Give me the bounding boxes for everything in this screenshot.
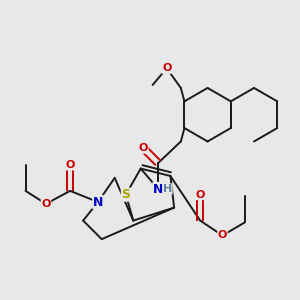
Text: O: O: [139, 143, 148, 153]
Text: N: N: [93, 196, 103, 208]
Text: O: O: [41, 199, 51, 209]
Text: O: O: [162, 63, 171, 73]
Text: O: O: [218, 230, 227, 241]
Text: H: H: [163, 184, 172, 194]
Text: N: N: [153, 182, 164, 196]
Text: O: O: [196, 190, 205, 200]
Text: O: O: [65, 160, 75, 170]
Text: S: S: [122, 188, 130, 201]
